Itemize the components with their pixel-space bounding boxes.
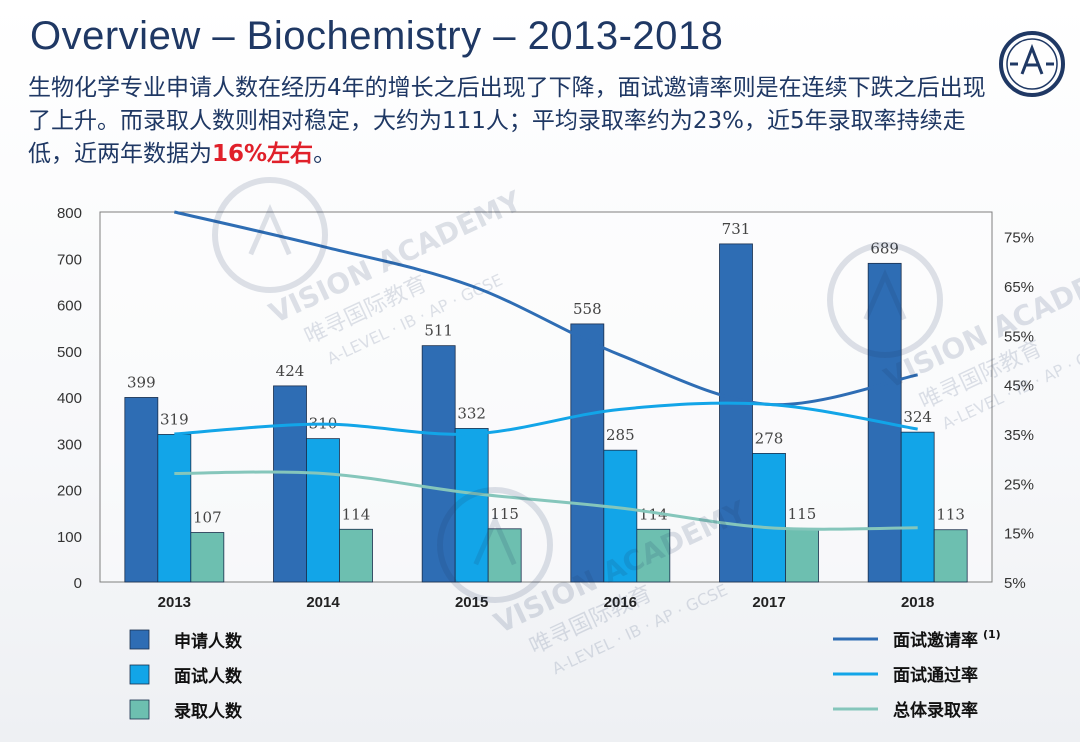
series-line [174,401,918,436]
legend-swatch [129,699,150,720]
legend-label: 总体录取率 [893,700,978,721]
plot-area [99,211,993,583]
x-tick-label: 2016 [604,594,637,611]
y-tick-label: 0 [74,575,82,592]
slide-title: Overview – Biochemistry – 2013-2018 [30,14,724,58]
data-label: 511 [424,322,453,340]
description-highlight: 16%左右 [212,141,314,167]
bar-2016 [636,528,671,583]
bar-2013 [190,532,225,583]
y2-tick-label: 75% [1004,230,1034,247]
data-label: 115 [788,505,817,523]
y-tick-label: 300 [57,436,82,453]
y2-tick-label: 45% [1004,378,1034,395]
x-tick-label: 2015 [455,594,488,611]
legend-label: 录取人数 [174,701,243,722]
y2-tick-label: 25% [1004,476,1034,493]
legend-label: 申请人数 [174,631,243,652]
data-label: 399 [127,373,156,391]
bar-2013 [124,397,159,583]
legend-swatch [129,664,150,685]
y2-tick-label: 5% [1004,575,1026,592]
biochemistry-chart: 0 100 200 300 400 500 600 700 800 5% 15% 25% 35% 45% 5… [57,205,1034,611]
data-label: 278 [755,429,784,447]
data-label: 324 [903,408,932,426]
data-label: 115 [490,505,519,523]
bar-2015 [487,528,522,583]
data-label: 107 [193,509,222,527]
data-label: 332 [457,404,486,422]
bar-2015 [454,428,489,583]
bar-2016 [603,449,638,583]
y-tick-label: 100 [57,529,82,546]
data-label: 114 [639,505,668,523]
bar-2017 [719,243,753,583]
y2-tick-label: 65% [1004,279,1034,296]
y2-tick-label: 55% [1004,328,1034,345]
description-text: 生物化学专业申请人数在经历4年的增长之后出现了下降，面试邀请率则是在连续下跌之后… [28,75,986,167]
legend-superscript: (1) [983,628,1001,641]
bar-2017 [752,453,786,583]
y-tick-label: 200 [57,483,82,500]
bar-2018 [933,529,968,583]
description-end: 。 [313,141,337,167]
series-line [173,210,918,407]
x-tick-label: 2014 [306,594,340,611]
bar-2014 [273,385,307,583]
data-label: 114 [342,505,371,523]
y-tick-label: 400 [57,390,82,407]
legend-label: 面试通过率 [893,665,978,686]
slide-description: 生物化学专业申请人数在经历4年的增长之后出现了下降，面试邀请率则是在连续下跌之后… [28,72,988,171]
x-tick-label: 2013 [158,594,191,611]
series-line [174,470,918,531]
y2-tick-label: 15% [1004,526,1034,543]
data-label: 319 [160,410,189,428]
bar-2013 [157,434,192,583]
legend-label: 面试邀请率 [893,630,978,651]
x-tick-label: 2018 [901,594,934,611]
bar-2015 [421,345,456,583]
data-label: 731 [722,220,751,238]
data-label: 285 [606,426,635,444]
y-tick-label: 600 [57,298,82,315]
x-tick-label: 2017 [752,594,785,611]
bar-2014 [306,438,340,583]
y2-tick-label: 35% [1004,427,1034,444]
vision-academy-logo-icon [999,31,1065,97]
bar-2018 [900,431,935,583]
y-tick-label: 800 [57,205,82,222]
data-label: 558 [573,300,602,318]
data-label: 424 [276,362,305,380]
legend-label: 面试人数 [174,666,243,687]
data-label: 113 [936,506,965,524]
bar-2017 [785,528,819,583]
data-label: 689 [870,239,899,257]
bar-2016 [570,323,605,583]
y-tick-label: 700 [57,251,82,268]
legend-swatch [129,629,150,650]
bar-2014 [339,528,373,583]
y-tick-label: 500 [57,344,82,361]
